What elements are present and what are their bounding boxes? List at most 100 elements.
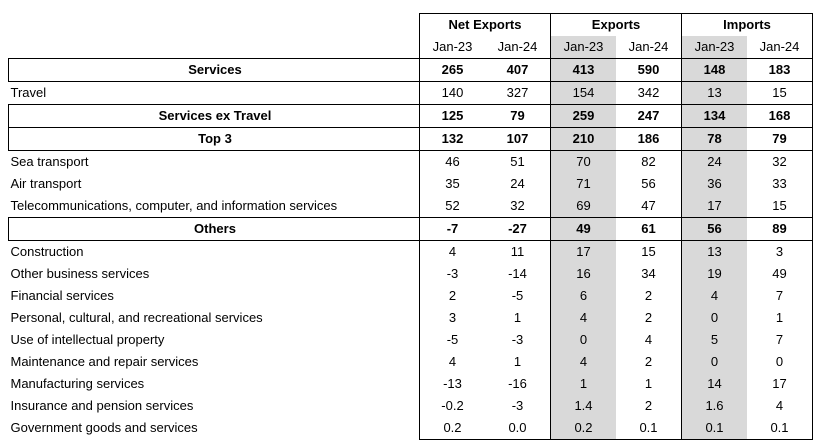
value-cell: 265 [419, 58, 485, 82]
table-row: Personal, cultural, and recreational ser… [9, 307, 813, 329]
row-label: Others [8, 217, 420, 241]
table-row: Manufacturing services -13 -16 1 1 14 17 [9, 373, 813, 395]
value-cell: 15 [616, 240, 682, 263]
value-cell: 49 [550, 217, 616, 241]
value-cell: -3 [419, 263, 485, 285]
period-header: Jan-24 [616, 36, 682, 59]
row-label: Services [8, 58, 420, 82]
row-label: Telecommunications, computer, and inform… [10, 198, 338, 213]
row-label: Services ex Travel [8, 104, 420, 128]
value-cell: 11 [485, 240, 551, 263]
value-cell: 0.2 [550, 417, 616, 440]
value-cell: 17 [747, 373, 813, 395]
value-cell: 413 [550, 58, 616, 82]
value-cell: 0.0 [485, 417, 551, 440]
row-label: Insurance and pension services [10, 398, 194, 413]
value-cell: 0.1 [616, 417, 682, 440]
value-cell: 71 [550, 173, 616, 195]
row-label: Financial services [10, 288, 114, 303]
value-cell: 210 [550, 127, 616, 151]
value-cell: 132 [419, 127, 485, 151]
table-row: Services ex Travel 125 79 259 247 134 168 [8, 104, 813, 128]
table-row: Insurance and pension services -0.2 -3 1.4 2… [9, 395, 813, 417]
table-row: Services 265 407 413 590 148 183 [8, 58, 813, 82]
value-cell: 51 [485, 150, 551, 173]
value-cell: 69 [550, 195, 616, 218]
value-cell: 168 [747, 104, 813, 128]
value-cell: 134 [681, 104, 747, 128]
value-cell: 0 [681, 351, 747, 373]
value-cell: 6 [550, 285, 616, 307]
value-cell: 36 [681, 173, 747, 195]
value-cell: -3 [485, 395, 551, 417]
value-cell: 79 [747, 127, 813, 151]
value-cell: 2 [616, 395, 682, 417]
value-cell: -27 [485, 217, 551, 241]
value-cell: 247 [616, 104, 682, 128]
value-cell: 52 [419, 195, 485, 218]
value-cell: 89 [747, 217, 813, 241]
value-cell: 56 [616, 173, 682, 195]
value-cell: 16 [550, 263, 616, 285]
value-cell: 33 [747, 173, 813, 195]
table-row: Travel 140 327 154 342 13 15 [9, 81, 813, 105]
value-cell: 1 [485, 307, 551, 329]
value-cell: 0 [550, 329, 616, 351]
value-cell: 4 [550, 307, 616, 329]
period-header: Jan-23 [550, 36, 616, 59]
value-cell: 140 [419, 81, 485, 105]
services-trade-table-wrapper: Net Exports Exports Imports Jan-23 Jan-2… [8, 13, 813, 440]
value-cell: 1 [747, 307, 813, 329]
value-cell: 0 [747, 351, 813, 373]
row-label: Air transport [10, 176, 82, 191]
value-cell: 342 [616, 81, 682, 105]
table-row: Use of intellectual property -5 -3 0 4 5 7 [9, 329, 813, 351]
value-cell: 70 [550, 150, 616, 173]
row-label: Government goods and services [10, 420, 198, 436]
row-label: Other business services [10, 266, 150, 281]
value-cell: -5 [419, 329, 485, 351]
table-row: Air transport 35 24 71 56 36 33 [9, 173, 813, 195]
value-cell: 186 [616, 127, 682, 151]
value-cell: 1 [550, 373, 616, 395]
header-blank-cell [9, 14, 420, 37]
value-cell: 327 [485, 81, 551, 105]
value-cell: 2 [419, 285, 485, 307]
net-exports-group-header: Net Exports [419, 13, 551, 36]
value-cell: 35 [419, 173, 485, 195]
period-header: Jan-24 [747, 36, 813, 59]
period-header: Jan-23 [681, 36, 747, 59]
value-cell: 2 [616, 351, 682, 373]
period-header: Jan-24 [485, 36, 551, 59]
value-cell: 61 [616, 217, 682, 241]
value-cell: 5 [681, 329, 747, 351]
imports-group-header: Imports [681, 13, 813, 36]
table-row: Financial services 2 -5 6 2 4 7 [9, 285, 813, 307]
value-cell: -14 [485, 263, 551, 285]
row-label: Personal, cultural, and recreational ser… [10, 310, 263, 325]
value-cell: -0.2 [419, 395, 485, 417]
value-cell: 1.6 [681, 395, 747, 417]
value-cell: 107 [485, 127, 551, 151]
value-cell: 3 [747, 240, 813, 263]
header-blank-cell [9, 36, 420, 59]
value-cell: 0.1 [747, 417, 813, 440]
period-header-row: Jan-23 Jan-24 Jan-23 Jan-24 Jan-23 Jan-2… [9, 36, 813, 59]
value-cell: 32 [747, 150, 813, 173]
value-cell: 3 [419, 307, 485, 329]
services-trade-table: Net Exports Exports Imports Jan-23 Jan-2… [8, 13, 813, 440]
table-row: Telecommunications, computer, and inform… [9, 195, 813, 218]
value-cell: 590 [616, 58, 682, 82]
table-row: Others -7 -27 49 61 56 89 [8, 217, 813, 241]
value-cell: 1 [616, 373, 682, 395]
value-cell: 0 [681, 307, 747, 329]
value-cell: 4 [419, 240, 485, 263]
value-cell: 56 [681, 217, 747, 241]
value-cell: 78 [681, 127, 747, 151]
value-cell: 4 [419, 351, 485, 373]
value-cell: 79 [485, 104, 551, 128]
table-row: Construction 4 11 17 15 13 3 [9, 240, 813, 263]
value-cell: 24 [681, 150, 747, 173]
value-cell: -3 [485, 329, 551, 351]
value-cell: 1 [485, 351, 551, 373]
